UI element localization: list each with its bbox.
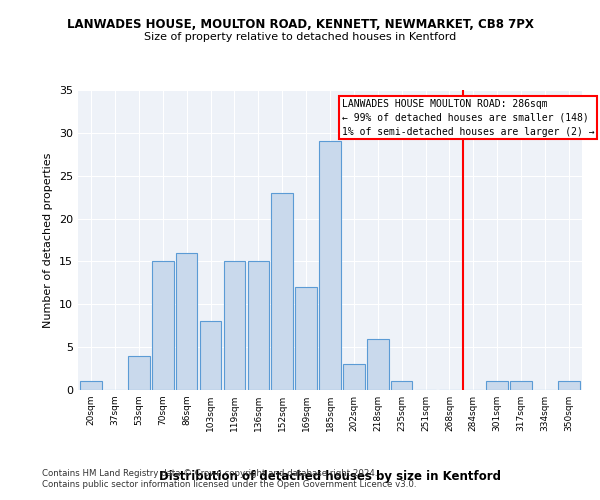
- Bar: [128, 356, 149, 390]
- Bar: [248, 262, 269, 390]
- Text: Size of property relative to detached houses in Kentford: Size of property relative to detached ho…: [144, 32, 456, 42]
- Y-axis label: Number of detached properties: Number of detached properties: [43, 152, 53, 328]
- Bar: [295, 287, 317, 390]
- Text: Contains HM Land Registry data © Crown copyright and database right 2024.: Contains HM Land Registry data © Crown c…: [42, 468, 377, 477]
- Bar: [224, 262, 245, 390]
- Bar: [271, 193, 293, 390]
- Bar: [176, 253, 197, 390]
- Bar: [200, 322, 221, 390]
- Bar: [319, 142, 341, 390]
- X-axis label: Distribution of detached houses by size in Kentford: Distribution of detached houses by size …: [159, 470, 501, 483]
- Bar: [343, 364, 365, 390]
- Bar: [558, 382, 580, 390]
- Bar: [152, 262, 173, 390]
- Bar: [80, 382, 102, 390]
- Bar: [511, 382, 532, 390]
- Bar: [367, 338, 389, 390]
- Text: LANWADES HOUSE, MOULTON ROAD, KENNETT, NEWMARKET, CB8 7PX: LANWADES HOUSE, MOULTON ROAD, KENNETT, N…: [67, 18, 533, 30]
- Bar: [487, 382, 508, 390]
- Bar: [391, 382, 412, 390]
- Text: LANWADES HOUSE MOULTON ROAD: 286sqm
← 99% of detached houses are smaller (148)
1: LANWADES HOUSE MOULTON ROAD: 286sqm ← 99…: [342, 98, 595, 136]
- Text: Contains public sector information licensed under the Open Government Licence v3: Contains public sector information licen…: [42, 480, 416, 489]
